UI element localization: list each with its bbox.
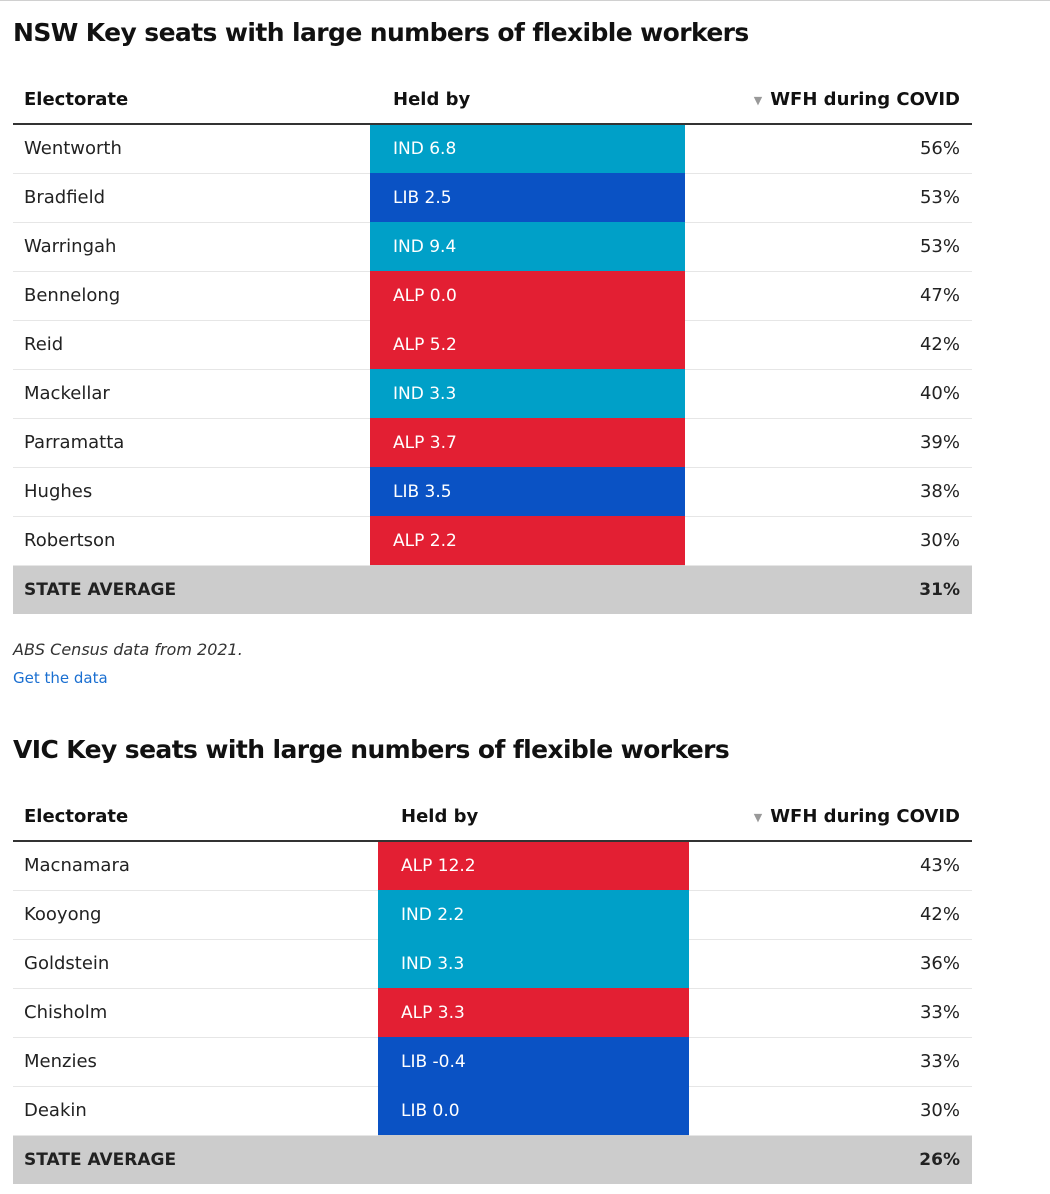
table-row: Robertson ALP 2.2 30%	[13, 516, 972, 566]
table-row: Parramatta ALP 3.7 39%	[13, 418, 972, 468]
state-average-row: STATE AVERAGE 31%	[13, 565, 972, 614]
table-row: Macnamara ALP 12.2 43%	[13, 841, 972, 891]
wfh-cell: 47%	[685, 271, 972, 321]
wfh-cell: 30%	[685, 516, 972, 566]
get-the-data-link[interactable]: Get the data	[13, 669, 108, 687]
electorate-cell: Chisholm	[13, 988, 378, 1038]
wfh-cell: 39%	[685, 418, 972, 468]
vic-table: Electorate Held by ▼ WFH during COVID Mac…	[13, 792, 972, 1184]
wfh-cell: 42%	[685, 320, 972, 370]
nsw-table: Electorate Held by ▼ WFH during COVID Wen…	[13, 75, 972, 614]
held-by-cell: ALP 2.2	[370, 516, 685, 565]
electorate-column-header[interactable]: Electorate	[13, 792, 378, 842]
sort-descending-icon[interactable]: ▼	[753, 810, 763, 824]
held-by-cell: IND 3.3	[370, 369, 685, 418]
wfh-cell: 33%	[689, 988, 972, 1038]
table-row: Deakin LIB 0.0 30%	[13, 1086, 972, 1136]
held-by-cell: ALP 12.2	[378, 841, 689, 890]
electorate-cell: Bradfield	[13, 173, 370, 223]
electorate-cell: Parramatta	[13, 418, 370, 468]
held-by-cell: LIB 2.5	[370, 173, 685, 222]
source-note: ABS Census data from 2021.	[13, 640, 243, 659]
held-by-cell: ALP 3.7	[370, 418, 685, 467]
held-by-cell: IND 9.4	[370, 222, 685, 271]
wfh-column-label: WFH during COVID	[770, 88, 960, 110]
table-row: Bennelong ALP 0.0 47%	[13, 271, 972, 321]
nsw-header-row: Electorate Held by ▼ WFH during COVID	[13, 75, 972, 125]
state-average-value: 26%	[689, 1135, 972, 1184]
electorate-cell: Kooyong	[13, 890, 378, 940]
state-average-spacer	[370, 565, 685, 614]
electorate-cell: Bennelong	[13, 271, 370, 321]
held-by-cell: LIB 3.5	[370, 467, 685, 516]
wfh-cell: 36%	[689, 939, 972, 989]
vic-section: VIC Key seats with large numbers of flex…	[13, 735, 972, 1184]
table-row: Warringah IND 9.4 53%	[13, 222, 972, 272]
wfh-cell: 33%	[689, 1037, 972, 1087]
state-average-value: 31%	[685, 565, 972, 614]
held-by-cell: ALP 3.3	[378, 988, 689, 1037]
wfh-cell: 40%	[685, 369, 972, 419]
state-average-spacer	[378, 1135, 689, 1184]
electorate-cell: Wentworth	[13, 124, 370, 174]
electorate-cell: Menzies	[13, 1037, 378, 1087]
held-by-cell: LIB -0.4	[378, 1037, 689, 1086]
electorate-cell: Hughes	[13, 467, 370, 517]
electorate-cell: Deakin	[13, 1086, 378, 1136]
electorate-cell: Macnamara	[13, 841, 378, 891]
held-by-column-header[interactable]: Held by	[370, 75, 685, 125]
vic-title: VIC Key seats with large numbers of flex…	[13, 735, 730, 764]
wfh-cell: 38%	[685, 467, 972, 517]
table-row: Hughes LIB 3.5 38%	[13, 467, 972, 517]
held-by-cell: IND 3.3	[378, 939, 689, 988]
wfh-cell: 53%	[685, 173, 972, 223]
electorate-cell: Goldstein	[13, 939, 378, 989]
sort-descending-icon[interactable]: ▼	[753, 93, 763, 107]
electorate-column-header[interactable]: Electorate	[13, 75, 370, 125]
table-row: Wentworth IND 6.8 56%	[13, 124, 972, 174]
wfh-column-header[interactable]: ▼ WFH during COVID	[685, 75, 972, 125]
state-average-label: STATE AVERAGE	[13, 1135, 378, 1184]
wfh-column-label: WFH during COVID	[770, 805, 960, 827]
held-by-cell: LIB 0.0	[378, 1086, 689, 1135]
table-row: Goldstein IND 3.3 36%	[13, 939, 972, 989]
table-row: Menzies LIB -0.4 33%	[13, 1037, 972, 1087]
nsw-section: NSW Key seats with large numbers of flex…	[13, 18, 972, 687]
held-by-column-header[interactable]: Held by	[378, 792, 689, 842]
top-divider	[0, 0, 1050, 1]
table-row: Reid ALP 5.2 42%	[13, 320, 972, 370]
table-row: Mackellar IND 3.3 40%	[13, 369, 972, 419]
electorate-cell: Robertson	[13, 516, 370, 566]
wfh-cell: 42%	[689, 890, 972, 940]
held-by-cell: ALP 0.0	[370, 271, 685, 320]
held-by-cell: ALP 5.2	[370, 320, 685, 369]
wfh-cell: 43%	[689, 841, 972, 891]
wfh-cell: 53%	[685, 222, 972, 272]
table-row: Chisholm ALP 3.3 33%	[13, 988, 972, 1038]
electorate-cell: Warringah	[13, 222, 370, 272]
state-average-label: STATE AVERAGE	[13, 565, 370, 614]
wfh-cell: 56%	[685, 124, 972, 174]
wfh-cell: 30%	[689, 1086, 972, 1136]
table-row: Bradfield LIB 2.5 53%	[13, 173, 972, 223]
held-by-cell: IND 2.2	[378, 890, 689, 939]
electorate-cell: Mackellar	[13, 369, 370, 419]
table-row: Kooyong IND 2.2 42%	[13, 890, 972, 940]
held-by-cell: IND 6.8	[370, 124, 685, 173]
state-average-row: STATE AVERAGE 26%	[13, 1135, 972, 1184]
vic-header-row: Electorate Held by ▼ WFH during COVID	[13, 792, 972, 842]
electorate-cell: Reid	[13, 320, 370, 370]
nsw-title: NSW Key seats with large numbers of flex…	[13, 18, 749, 47]
wfh-column-header[interactable]: ▼ WFH during COVID	[689, 792, 972, 842]
